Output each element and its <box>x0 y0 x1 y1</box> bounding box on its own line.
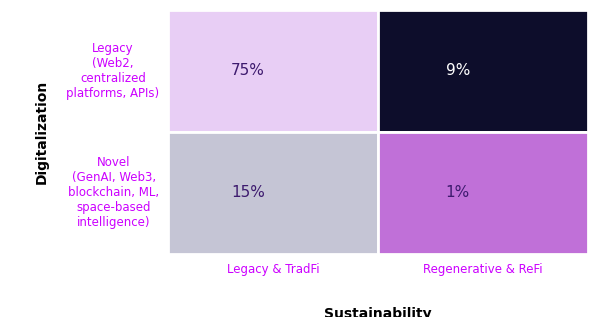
Text: 1%: 1% <box>446 185 470 200</box>
Text: 75%: 75% <box>231 63 265 78</box>
Text: Legacy
(Web2,
centralized
platforms, APIs): Legacy (Web2, centralized platforms, API… <box>67 42 160 100</box>
Text: Digitalization: Digitalization <box>35 80 49 184</box>
Bar <box>378 132 588 254</box>
Text: Novel
(GenAI, Web3,
blockchain, ML,
space-based
intelligence): Novel (GenAI, Web3, blockchain, ML, spac… <box>68 156 160 229</box>
Bar <box>378 10 588 132</box>
Text: Legacy & TradFi: Legacy & TradFi <box>227 263 319 276</box>
Text: 15%: 15% <box>231 185 265 200</box>
Text: 9%: 9% <box>446 63 470 78</box>
Bar <box>168 10 378 132</box>
Bar <box>168 132 378 254</box>
Text: Regenerative & ReFi: Regenerative & ReFi <box>423 263 543 276</box>
Text: Sustainability: Sustainability <box>324 307 432 317</box>
